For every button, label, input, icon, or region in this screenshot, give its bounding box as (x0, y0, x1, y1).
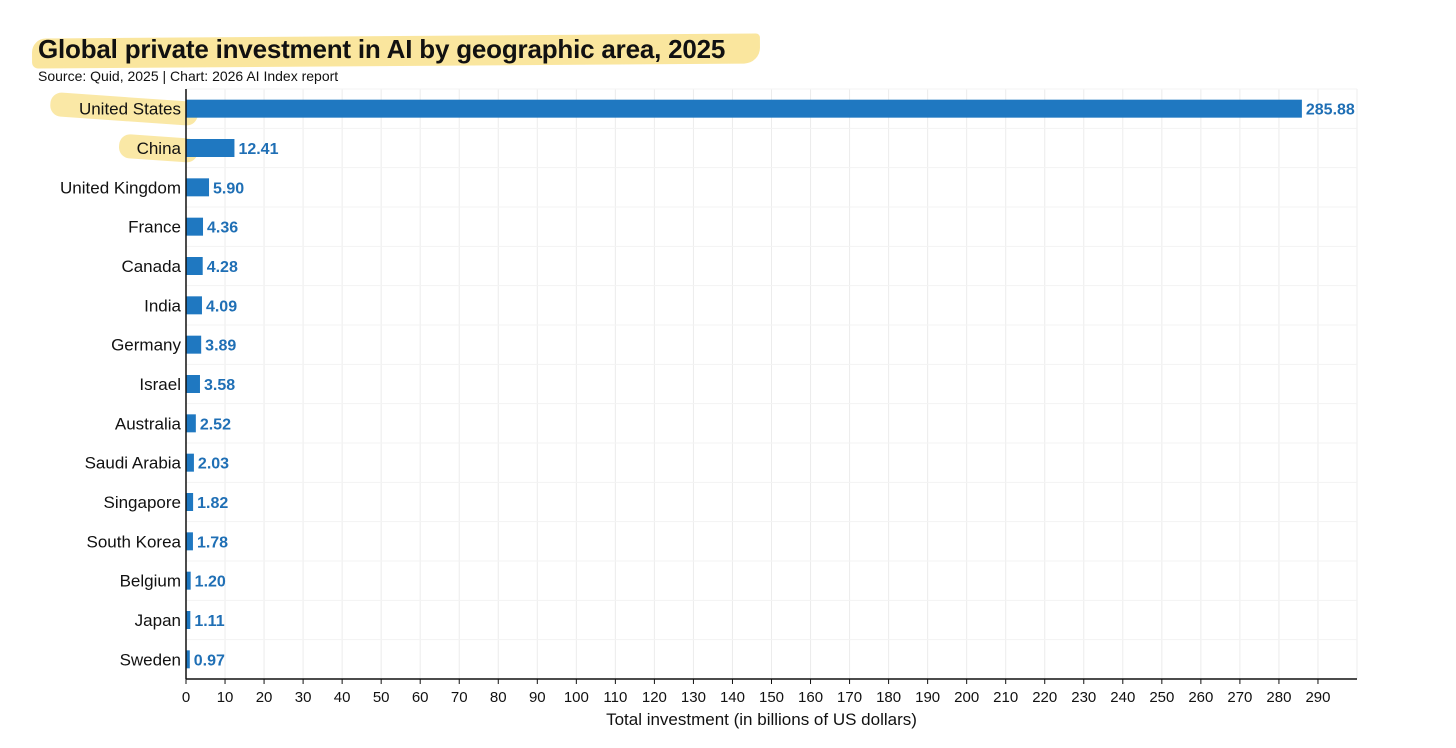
value-label: 1.78 (197, 534, 228, 551)
bar (186, 414, 196, 433)
value-label: 285.88 (1306, 102, 1355, 119)
x-tick-label: 10 (217, 689, 234, 706)
bar (186, 532, 193, 551)
value-label: 4.28 (207, 259, 238, 276)
category-label: Belgium (120, 572, 181, 591)
category-label: United States (79, 100, 181, 119)
x-tick-label: 220 (1032, 689, 1057, 706)
value-label: 2.52 (200, 416, 231, 433)
bar (186, 335, 202, 354)
x-tick-label: 40 (334, 689, 351, 706)
x-tick-label: 160 (798, 689, 823, 706)
bar (186, 571, 191, 590)
category-label: Sweden (120, 650, 181, 669)
category-label: Australia (115, 414, 182, 433)
category-label: Japan (135, 611, 181, 630)
bar (186, 139, 235, 157)
bar (186, 453, 194, 472)
value-label: 3.89 (205, 338, 236, 355)
x-tick-label: 90 (529, 689, 546, 706)
value-label: 1.20 (195, 574, 226, 591)
x-tick-label: 20 (256, 689, 273, 706)
category-label: India (144, 296, 181, 315)
value-label: 4.36 (207, 220, 238, 237)
x-tick-label: 180 (876, 689, 901, 706)
bar (186, 296, 202, 315)
bar (186, 178, 210, 197)
category-label: France (128, 218, 181, 237)
x-tick-label: 150 (759, 689, 784, 706)
category-label: Israel (139, 375, 181, 394)
highlight-mark (50, 92, 198, 126)
x-tick-label: 260 (1188, 689, 1213, 706)
value-label: 4.09 (206, 298, 237, 315)
chart-title: Global private investment in AI by geogr… (38, 34, 726, 64)
x-tick-label: 50 (373, 689, 390, 706)
x-tick-label: 290 (1305, 689, 1330, 706)
x-tick-label: 140 (720, 689, 745, 706)
x-tick-label: 210 (993, 689, 1018, 706)
x-tick-label: 110 (603, 689, 627, 706)
x-tick-label: 30 (295, 689, 312, 706)
chart-subtitle: Source: Quid, 2025 | Chart: 2026 AI Inde… (38, 68, 339, 84)
value-label: 3.58 (204, 377, 235, 394)
x-tick-label: 270 (1227, 689, 1252, 706)
value-label: 1.82 (197, 495, 228, 512)
x-tick-label: 80 (490, 689, 507, 706)
bar (186, 375, 200, 393)
x-tick-label: 170 (837, 689, 862, 706)
x-axis-label: Total investment (in billions of US doll… (606, 710, 917, 729)
x-tick-label: 240 (1110, 689, 1135, 706)
category-label: China (137, 139, 182, 158)
x-tick-label: 200 (954, 689, 979, 706)
x-tick-label: 70 (451, 689, 468, 706)
value-label: 2.03 (198, 456, 229, 473)
category-label: Canada (121, 257, 181, 276)
value-label: 0.97 (194, 652, 225, 669)
chart-title-wrap: Global private investment in AI by geogr… (31, 33, 761, 69)
x-tick-label: 250 (1149, 689, 1174, 706)
x-tick-label: 230 (1071, 689, 1096, 706)
value-label: 1.11 (194, 613, 224, 630)
bar (186, 650, 190, 669)
category-label: United Kingdom (60, 178, 181, 197)
x-tick-label: 280 (1266, 689, 1291, 706)
bar (186, 611, 191, 629)
x-tick-label: 120 (642, 689, 667, 706)
bar (186, 493, 194, 511)
value-label: 12.41 (238, 141, 278, 158)
x-tick-label: 100 (564, 689, 589, 706)
category-label: South Korea (86, 532, 181, 551)
category-label: Singapore (103, 493, 181, 512)
value-label: 5.90 (213, 180, 244, 197)
x-tick-label: 60 (412, 689, 429, 706)
x-tick-label: 190 (915, 689, 940, 706)
category-label: Germany (111, 336, 181, 355)
x-tick-label: 0 (182, 689, 190, 706)
highlight-mark (118, 134, 198, 163)
bar (186, 217, 204, 236)
category-label: Saudi Arabia (85, 454, 182, 473)
bar (186, 99, 1302, 118)
bar (186, 257, 203, 275)
x-tick-label: 130 (681, 689, 706, 706)
